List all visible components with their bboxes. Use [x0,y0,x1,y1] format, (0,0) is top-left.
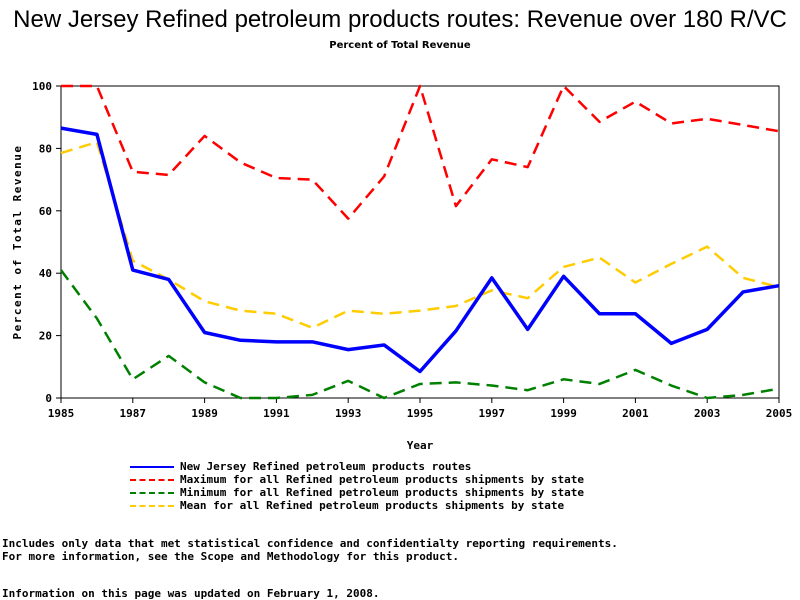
x-tick-label: 1987 [120,407,147,420]
x-tick-label: 1999 [550,407,577,420]
legend-swatch-mean [130,505,174,507]
footnote-updated: Information on this page was updated on … [2,587,380,600]
series-line-minimum [59,269,780,400]
x-tick-label: 2005 [766,407,793,420]
y-tick-label: 0 [45,392,52,405]
legend-swatch-minimum [130,492,174,494]
y-tick-label: 40 [39,267,52,280]
legend-swatch-maximum [130,479,174,481]
series-line-new-jersey [60,126,780,374]
footnote-confidence: Includes only data that met statistical … [2,537,618,550]
y-tick-label: 60 [39,205,52,218]
legend-label: Minimum for all Refined petroleum produc… [180,486,584,499]
chart-title: New Jersey Refined petroleum products ro… [13,6,787,33]
x-tick-label: 2003 [694,407,721,420]
series-line-maximum [61,84,780,220]
x-axis-title: Year [407,439,434,452]
x-tick-label: 1989 [191,407,218,420]
series-line-mean [60,140,780,330]
x-tick-label: 1995 [407,407,434,420]
legend-label: New Jersey Refined petroleum products ro… [180,460,472,473]
chart-tick-labels: 0 20 40 60 80 100 1985 1987 1989 1991 1993 1995 1997… [32,80,792,420]
chart-series-group [59,84,780,400]
x-tick-label: 1997 [479,407,506,420]
x-tick-label: 1985 [48,407,75,420]
y-tick-label: 100 [32,80,52,93]
legend-swatch-new-jersey [130,466,174,468]
y-tick-label: 80 [39,142,52,155]
legend-label: Maximum for all Refined petroleum produc… [180,473,584,486]
footnote-more-info: For more information, see the Scope and … [2,550,459,563]
y-tick-label: 20 [39,330,52,343]
chart-subtitle: Percent of Total Revenue [329,40,471,51]
legend-label: Mean for all Refined petroleum products … [180,499,565,512]
chart-axes [56,85,780,403]
x-tick-label: 1991 [263,407,290,420]
x-tick-label: 1993 [335,407,362,420]
x-tick-label: 2001 [622,407,649,420]
y-axis-title: Percent of Total Revenue [11,145,24,340]
plot-frame [60,85,780,399]
